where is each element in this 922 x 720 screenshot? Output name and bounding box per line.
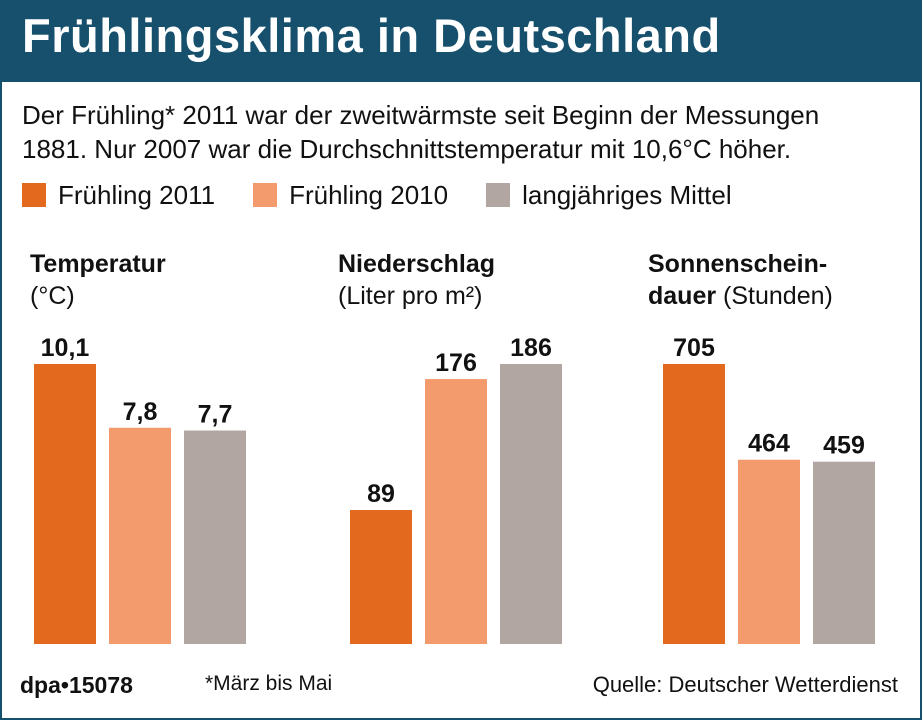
chart-title-temperatur-main: Temperatur [30,250,166,278]
value-label-temperatur-0: 10,1 [41,334,90,362]
legend-label-mittel: langjähriges Mittel [522,179,732,210]
bar-temperatur-0 [34,364,96,644]
chart-title-temperatur: Temperatur (°C) [30,248,166,312]
legend: Frühling 2011 Frühling 2010 langjähriges… [22,178,770,212]
legend-swatch-2011 [22,183,46,207]
value-label-niederschlag-2: 186 [510,334,552,362]
legend-label-2011: Frühling 2011 [58,179,216,210]
chart-title-sonnenschein: Sonnenschein- dauer (Stunden) [648,248,833,312]
legend-label-2010: Frühling 2010 [289,179,449,210]
bar-sonnenschein-0 [663,364,725,644]
value-label-niederschlag-1: 176 [435,349,477,377]
legend-swatch-2010 [253,183,278,207]
legend-swatch-mittel [486,183,511,207]
bar-temperatur-2 [184,430,246,644]
legend-item-2010: Frühling 2010 [253,180,448,211]
chart-title-sonnenschein-unit: (Stunden) [723,282,833,310]
intro-line-2: 1881. Nur 2007 war die Durchschnittstemp… [22,134,792,164]
bar-temperatur-1 [109,427,171,644]
value-label-niederschlag-0: 89 [367,480,395,508]
chart-title-niederschlag-main: Niederschlag [338,250,496,278]
bar-niederschlag-0 [350,510,412,644]
value-label-sonnenschein-1: 464 [748,430,790,458]
chart-title-sonnenschein-main2: dauer [648,282,717,310]
intro-text: Der Frühling* 2011 war der zweitwärmste … [22,98,902,166]
chart-title-niederschlag: Niederschlag (Liter pro m²) [338,248,495,312]
legend-item-mittel: langjähriges Mittel [486,180,732,211]
bar-niederschlag-1 [425,379,487,644]
bar-niederschlag-2 [500,364,562,644]
dpa-credit: dpa•15078 [20,672,133,698]
chart-title-niederschlag-unit: (Liter pro m²) [338,282,483,310]
chart-title-sonnenschein-main: Sonnenschein- [648,250,828,278]
source-note: Quelle: Deutscher Wetterdienst [592,672,898,697]
value-label-temperatur-2: 7,7 [198,401,233,429]
value-label-sonnenschein-0: 705 [673,334,715,362]
value-label-temperatur-1: 7,8 [123,398,158,426]
graphic-title: Frühlingsklima in Deutschland [22,9,721,62]
intro-line-1: Der Frühling* 2011 war der zweitwärmste … [22,100,820,130]
bar-sonnenschein-1 [738,459,800,644]
bar-sonnenschein-2 [813,461,875,644]
title-bar: Frühlingsklima in Deutschland [0,0,922,82]
legend-item-2011: Frühling 2011 [22,180,215,211]
footnote: *März bis Mai [205,672,333,695]
value-label-sonnenschein-2: 459 [823,432,865,460]
chart-title-sonnenschein-line2: dauer (Stunden) [648,280,833,312]
chart-title-temperatur-unit: (°C) [30,282,75,310]
